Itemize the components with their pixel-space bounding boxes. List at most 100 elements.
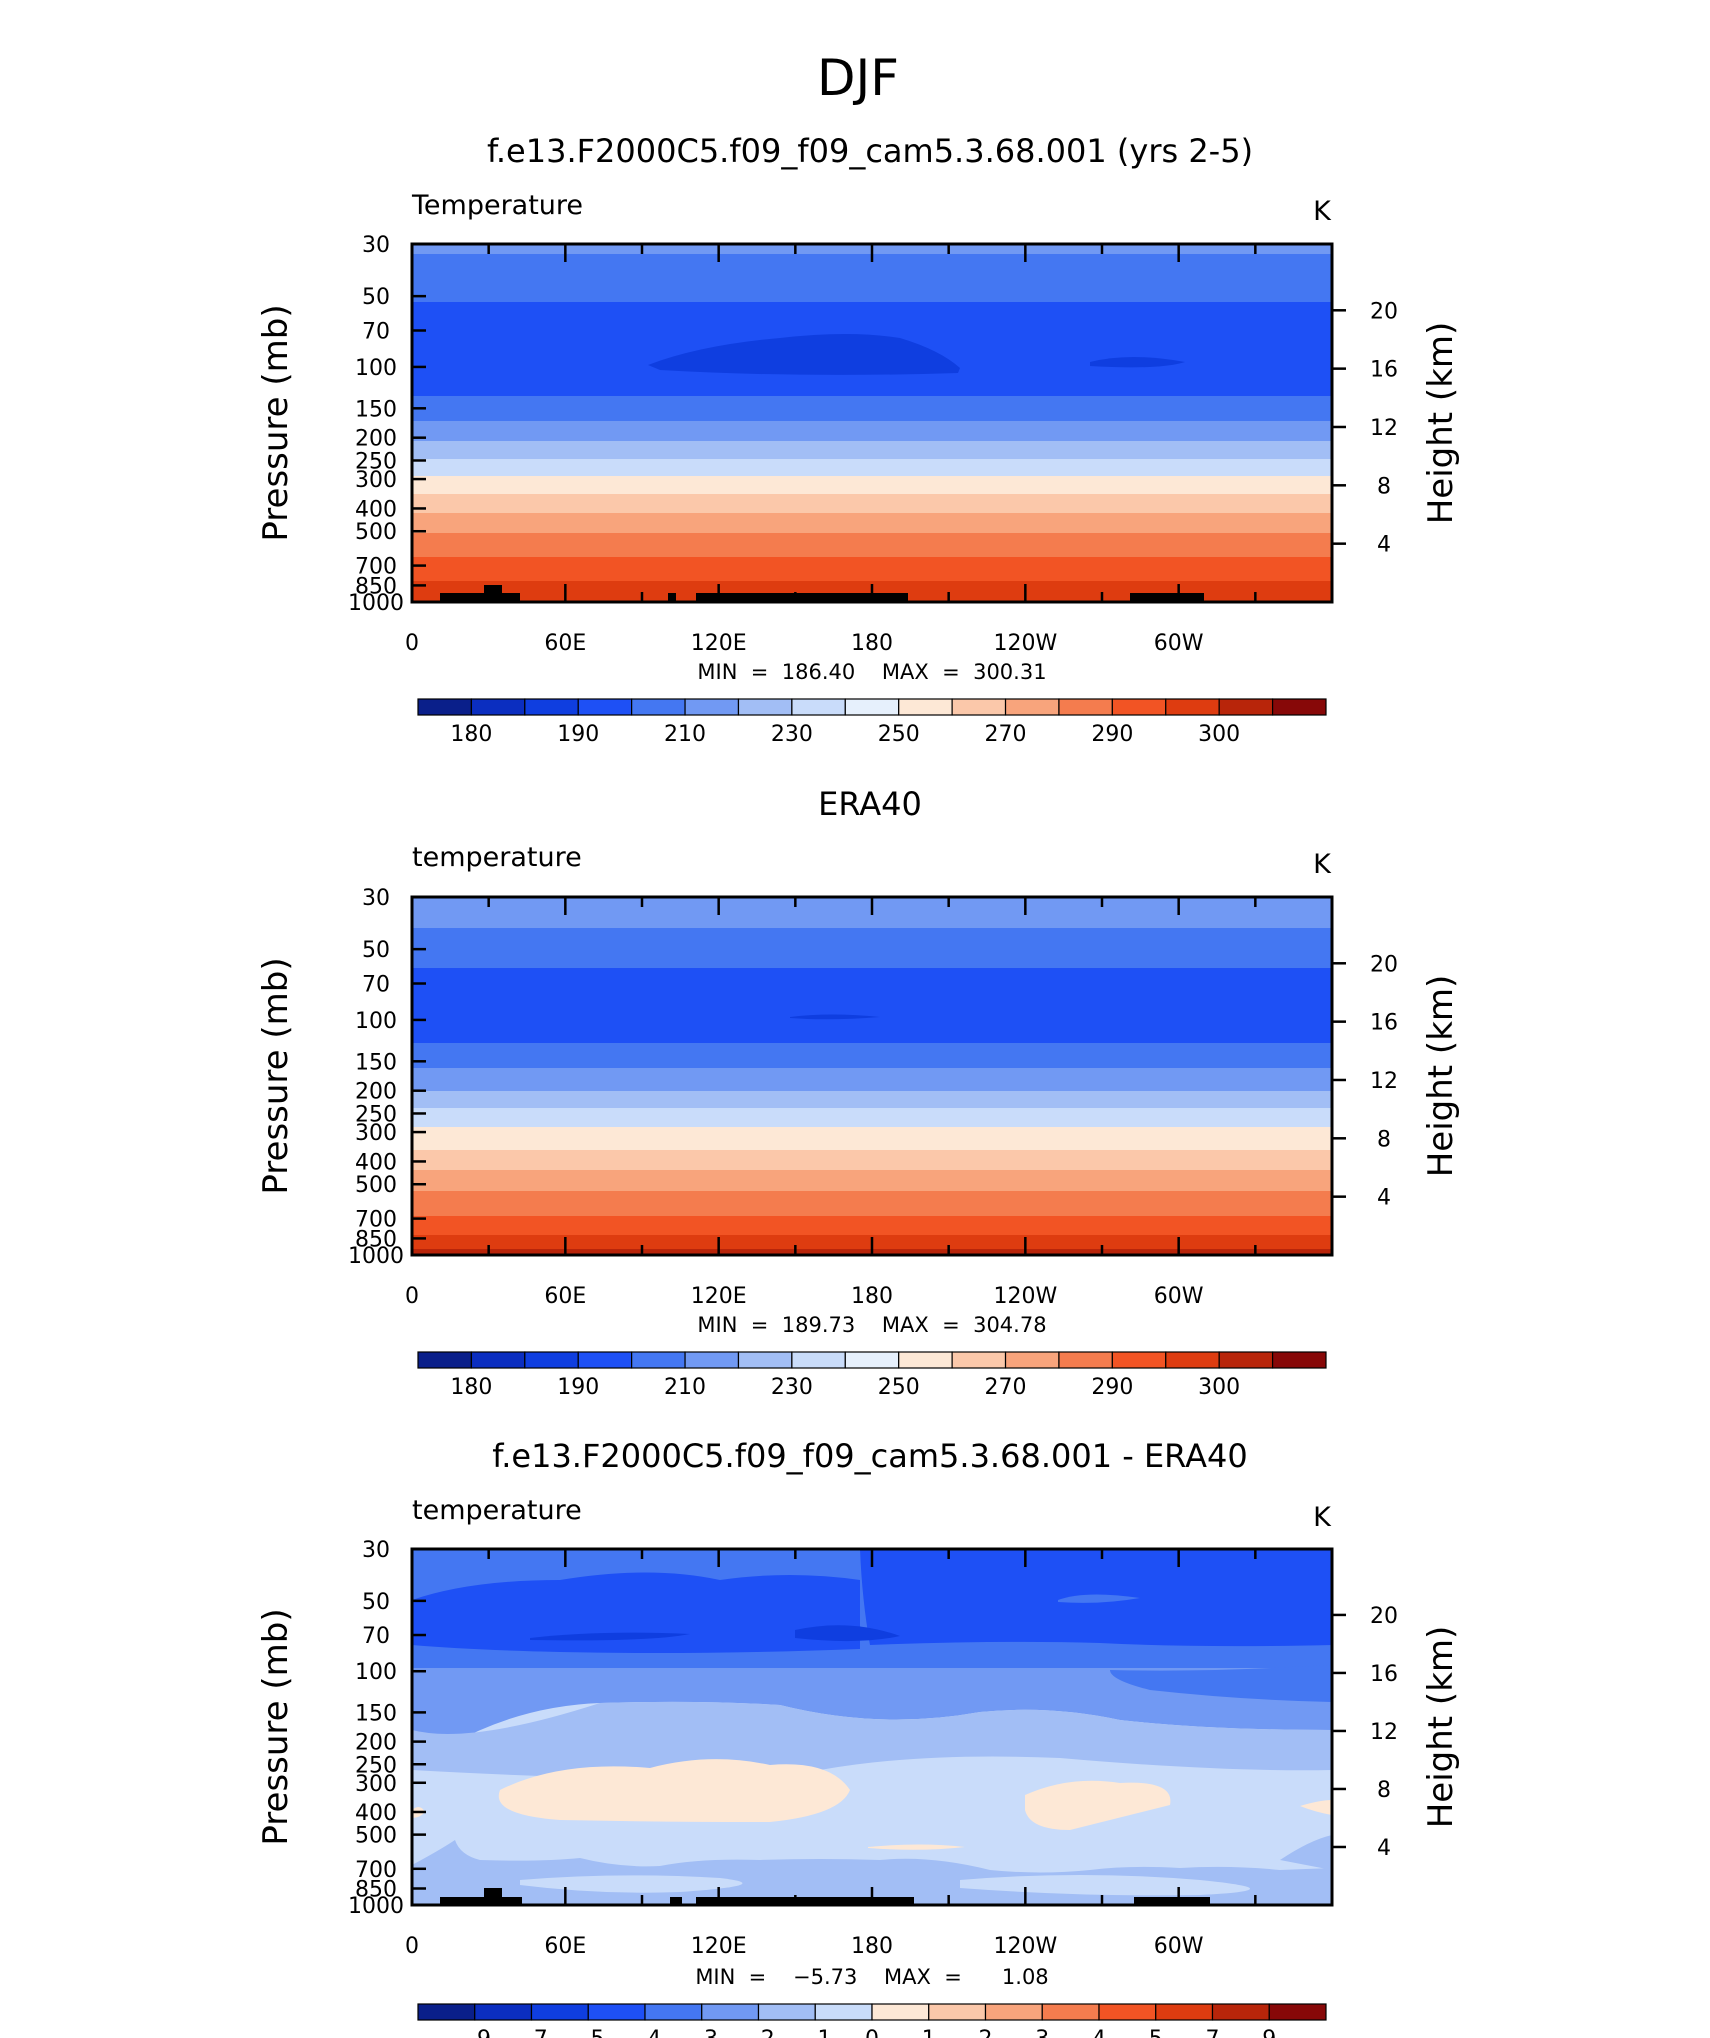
x-tick-label: 120E xyxy=(691,1934,747,1959)
colorbar-box xyxy=(644,2003,703,2021)
colorbar-box xyxy=(984,2003,1043,2021)
colorbar-box xyxy=(684,698,740,716)
panel-3: f.e13.F2000C5.f09_f09_cam5.3.68.001 - ER… xyxy=(256,1437,1461,2038)
y-tick-label: 850 xyxy=(355,574,397,599)
panel-3-minmax: MIN = −5.73 MAX = 1.08 xyxy=(695,1965,1048,1989)
colorbar-box xyxy=(791,698,846,716)
colorbar-box xyxy=(1004,1351,1060,1369)
colorbar-box xyxy=(577,1351,633,1369)
region xyxy=(1058,1594,1140,1603)
y-tick-label: 70 xyxy=(362,1624,390,1649)
panel-1-units: K xyxy=(1313,196,1332,227)
band xyxy=(412,557,1332,581)
y-tick-label: 150 xyxy=(355,1701,397,1726)
colorbar-box xyxy=(1218,698,1274,716)
colorbar-box xyxy=(1058,1351,1113,1369)
x-tick-label: 60W xyxy=(1154,631,1204,656)
terrain xyxy=(1130,593,1204,602)
terrain xyxy=(696,593,908,602)
panel-1-field xyxy=(412,244,1332,602)
colorbar-box xyxy=(417,698,473,716)
region xyxy=(412,1572,860,1653)
colorbar-label: −7 xyxy=(515,2027,547,2038)
band xyxy=(412,533,1332,557)
region xyxy=(498,1759,850,1822)
x-tick-label: 120E xyxy=(691,631,747,656)
y-tick-label: 50 xyxy=(362,938,390,963)
band xyxy=(412,1108,1332,1127)
colorbar-label: 210 xyxy=(664,1375,706,1400)
colorbar-label: −2 xyxy=(742,2027,774,2038)
colorbar-label: 290 xyxy=(1091,1375,1133,1400)
colorbar-box xyxy=(417,1351,473,1369)
y-right-tick-label: 20 xyxy=(1370,1604,1398,1629)
y-right-tick-label: 4 xyxy=(1377,533,1391,558)
x-tick-label: 120W xyxy=(993,1934,1057,1959)
colorbar-box xyxy=(1155,2003,1214,2021)
y-tick-label: 50 xyxy=(362,1590,390,1615)
colorbar-box xyxy=(737,1351,793,1369)
colorbar-label: 2 xyxy=(979,2027,993,2038)
panel-2-variable: temperature xyxy=(412,842,582,873)
colorbar-label: 180 xyxy=(450,722,492,747)
x-tick-label: 0 xyxy=(405,631,419,656)
colorbar-label: 290 xyxy=(1091,722,1133,747)
y-tick-label: 70 xyxy=(362,973,390,998)
region xyxy=(1280,1835,1332,1870)
colorbar-box xyxy=(871,2003,930,2021)
x-tick-label: 60W xyxy=(1154,1934,1204,1959)
panel-2-title: ERA40 xyxy=(818,785,922,823)
colorbar-box xyxy=(701,2003,760,2021)
cold-pool xyxy=(1090,357,1185,368)
colorbar-label: 5 xyxy=(1149,2027,1163,2038)
colorbar-label: 230 xyxy=(771,722,813,747)
colorbar-box xyxy=(1165,698,1220,716)
x-tick-label: 60E xyxy=(544,1934,586,1959)
y-tick-label: 700 xyxy=(355,1858,397,1883)
y-tick-label: 400 xyxy=(355,1150,397,1175)
colorbar-label: 190 xyxy=(557,722,599,747)
y-tick-label: 400 xyxy=(355,1801,397,1826)
terrain xyxy=(484,1888,502,1898)
colorbar-box xyxy=(898,698,953,716)
region xyxy=(530,1632,690,1641)
y-tick-label: 30 xyxy=(362,1538,390,1563)
terrain xyxy=(696,1897,914,1905)
terrain xyxy=(670,1897,682,1905)
panel-2-units: K xyxy=(1313,849,1332,880)
panel-1-variable: Temperature xyxy=(411,190,583,221)
colorbar-label: 270 xyxy=(985,722,1027,747)
band xyxy=(412,1068,1332,1091)
x-tick-label: 180 xyxy=(851,1934,893,1959)
panel-2-ylabel: Pressure (mb) xyxy=(256,957,296,1194)
panel-2-ylabel-right: Height (km) xyxy=(1421,975,1461,1178)
panel-3-ylabel-right: Height (km) xyxy=(1421,1626,1461,1829)
cold-pool xyxy=(648,334,960,375)
band xyxy=(412,1191,1332,1216)
region xyxy=(795,1625,900,1642)
y-tick-label: 50 xyxy=(362,285,390,310)
y-right-tick-label: 16 xyxy=(1370,1011,1398,1036)
panel-2-field xyxy=(412,897,1332,1255)
panel-1-minmax: MIN = 186.40 MAX = 300.31 xyxy=(697,660,1046,684)
colorbar-box xyxy=(1271,698,1327,716)
y-tick-label: 700 xyxy=(355,1208,397,1233)
y-tick-label: 30 xyxy=(362,233,390,258)
colorbar-label: 7 xyxy=(1206,2027,1220,2038)
x-tick-label: 180 xyxy=(851,1284,893,1309)
band xyxy=(412,928,1332,968)
y-tick-label: 200 xyxy=(355,1731,397,1756)
colorbar-label: −5 xyxy=(572,2027,604,2038)
colorbar-box xyxy=(587,2003,646,2021)
colorbar-box xyxy=(951,1351,1007,1369)
y-tick-label: 150 xyxy=(355,397,397,422)
y-right-tick-label: 12 xyxy=(1370,1720,1398,1745)
colorbar-label: 250 xyxy=(878,722,920,747)
colorbar-label: 210 xyxy=(664,722,706,747)
region xyxy=(1300,1800,1332,1815)
y-right-tick-label: 20 xyxy=(1370,299,1398,324)
panel-1: f.e13.F2000C5.f09_f09_cam5.3.68.001 (yrs… xyxy=(256,132,1461,747)
colorbar-box xyxy=(1041,2003,1100,2021)
